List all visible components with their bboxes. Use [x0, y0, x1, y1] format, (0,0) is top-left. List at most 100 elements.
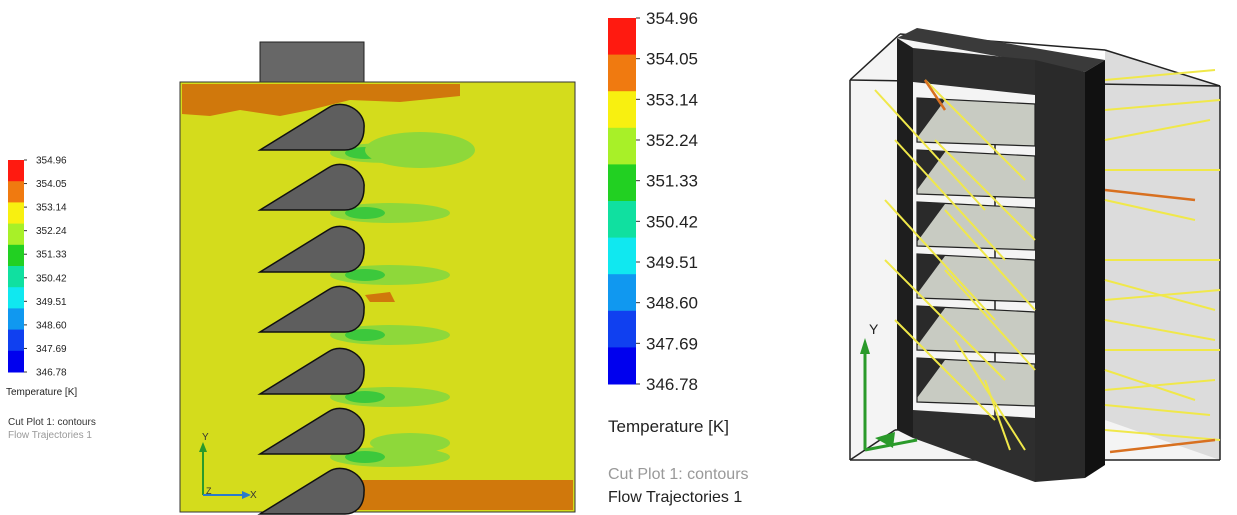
- legend-color-swatch: [608, 164, 636, 202]
- legend-color-swatch: [8, 160, 24, 182]
- trajectory-line: [884, 199, 996, 321]
- legend-tick-label: 349.51: [36, 297, 67, 308]
- trajectory-line: [1104, 99, 1221, 111]
- trajectory-line: [984, 379, 1011, 451]
- legend-tick-label: 354.96: [36, 156, 67, 167]
- axis-label-y: Y: [869, 321, 879, 337]
- axis-triad: Y X Z: [199, 432, 257, 501]
- fin: [257, 103, 365, 151]
- fin: [257, 347, 365, 395]
- legend-color-swatch: [608, 201, 636, 239]
- fin: [257, 467, 365, 515]
- temperature-legend-small: 354.96 354.05 353.14 352.24 351.33 350.42 349.…: [6, 156, 96, 442]
- fin-3d-shadow: [917, 98, 945, 138]
- cut-plot-label: Cut Plot 1: contours: [8, 417, 96, 428]
- legend-tick-label: 353.14: [646, 90, 698, 109]
- heatsink-frame: [897, 28, 1105, 482]
- legend-tick-label: 351.33: [646, 172, 698, 191]
- legend-color-bar: [8, 160, 24, 373]
- trajectory-line: [1104, 379, 1216, 391]
- legend-color-swatch: [8, 308, 24, 331]
- cool-blob: [370, 433, 450, 453]
- hot-region-bottom: [355, 480, 573, 510]
- legend-color-swatch: [608, 274, 636, 312]
- fin: [257, 285, 365, 333]
- fin-array: [257, 103, 365, 515]
- legend-tick-label: 348.60: [646, 294, 698, 313]
- trajectory-line: [1104, 404, 1211, 416]
- trajectory-line-hot: [1104, 188, 1196, 202]
- trajectory-line: [1104, 119, 1211, 141]
- legend-tick-label: 353.14: [36, 203, 67, 214]
- legend-tick-label: 346.78: [36, 368, 67, 379]
- legend-tick-label: 347.69: [646, 334, 698, 353]
- fin: [257, 225, 365, 273]
- legend-tick-label: 347.69: [36, 344, 67, 355]
- trajectory-line: [884, 259, 1006, 381]
- fin-3d-shadow: [917, 358, 945, 398]
- trajectory-line: [1104, 199, 1196, 221]
- legend-title: Temperature [K]: [608, 417, 729, 436]
- cut-plot-label: Cut Plot 1: contours: [608, 466, 749, 483]
- trajectory-line: [944, 269, 1036, 371]
- legend-tick-label: 352.24: [36, 226, 67, 237]
- cool-core: [345, 329, 385, 341]
- legend-tick-label: 348.60: [36, 320, 67, 331]
- hot-spot-mid: [365, 292, 395, 302]
- axis-label-y: Y: [202, 432, 209, 443]
- trajectory-line-hot: [1109, 438, 1216, 454]
- trajectory-line: [894, 139, 1006, 261]
- trajectory-line: [874, 89, 986, 211]
- trajectory-line-hot: [923, 79, 947, 111]
- legend-color-swatch: [608, 18, 636, 56]
- legend-color-bar: [608, 18, 636, 385]
- fin-3d-shadow: [917, 306, 945, 346]
- flow-trajectories-label: Flow Trajectories 1: [608, 489, 742, 506]
- legend-color-swatch: [8, 181, 24, 203]
- trajectory-line: [1104, 289, 1221, 301]
- legend-tick-label: 350.42: [36, 273, 67, 284]
- temperature-legend-large: 354.96 354.05 353.14 352.24 351.33 350.42 349.…: [608, 9, 749, 506]
- legend-tick-label: 354.05: [36, 179, 67, 190]
- trajectory-line: [894, 319, 996, 421]
- legend-tick-label: 350.42: [646, 212, 698, 231]
- legend-color-swatch: [8, 266, 24, 288]
- heatsink-base: [259, 41, 365, 83]
- legend-tick-label: 354.96: [646, 9, 698, 28]
- cut-plot-contours: Y X Z: [179, 41, 576, 515]
- legend-color-swatch: [8, 223, 24, 246]
- legend-color-swatch: [8, 350, 24, 373]
- trajectory-line: [934, 139, 1036, 241]
- legend-color-swatch: [8, 244, 24, 267]
- cool-core: [345, 451, 385, 463]
- legend-color-swatch: [608, 127, 636, 165]
- legend-tick-label: 346.78: [646, 375, 698, 394]
- fin-3d-shadow: [917, 202, 945, 242]
- flow-trajectories-label: Flow Trajectories 1: [8, 430, 92, 441]
- flow-trajectories: [874, 69, 1221, 454]
- legend-tick-label: 351.33: [36, 250, 67, 261]
- trajectory-line: [924, 79, 1026, 181]
- fin-3d-shadow: [917, 254, 945, 294]
- legend-color-swatch: [608, 237, 636, 275]
- legend-color-swatch: [608, 54, 636, 92]
- trajectory-line: [1104, 319, 1216, 341]
- legend-tick-label: 352.24: [646, 131, 698, 150]
- legend-color-swatch: [608, 91, 636, 129]
- cool-core: [345, 391, 385, 403]
- axis-label-x: X: [250, 490, 257, 501]
- cool-core: [345, 269, 385, 281]
- legend-color-swatch: [8, 329, 24, 352]
- axis-label-z: Z: [206, 486, 212, 496]
- legend-tick-label: 354.05: [646, 50, 698, 69]
- legend-color-swatch: [8, 202, 24, 225]
- cool-blob: [365, 132, 475, 168]
- fin: [257, 163, 365, 211]
- axis-triad-3d: Y: [860, 321, 918, 452]
- trajectory-line: [944, 209, 1036, 311]
- cool-core: [345, 207, 385, 219]
- hot-region-top: [182, 84, 460, 116]
- legend-tick-label: 349.51: [646, 253, 698, 272]
- cool-regions: [330, 132, 475, 467]
- trajectory-line: [1104, 69, 1216, 81]
